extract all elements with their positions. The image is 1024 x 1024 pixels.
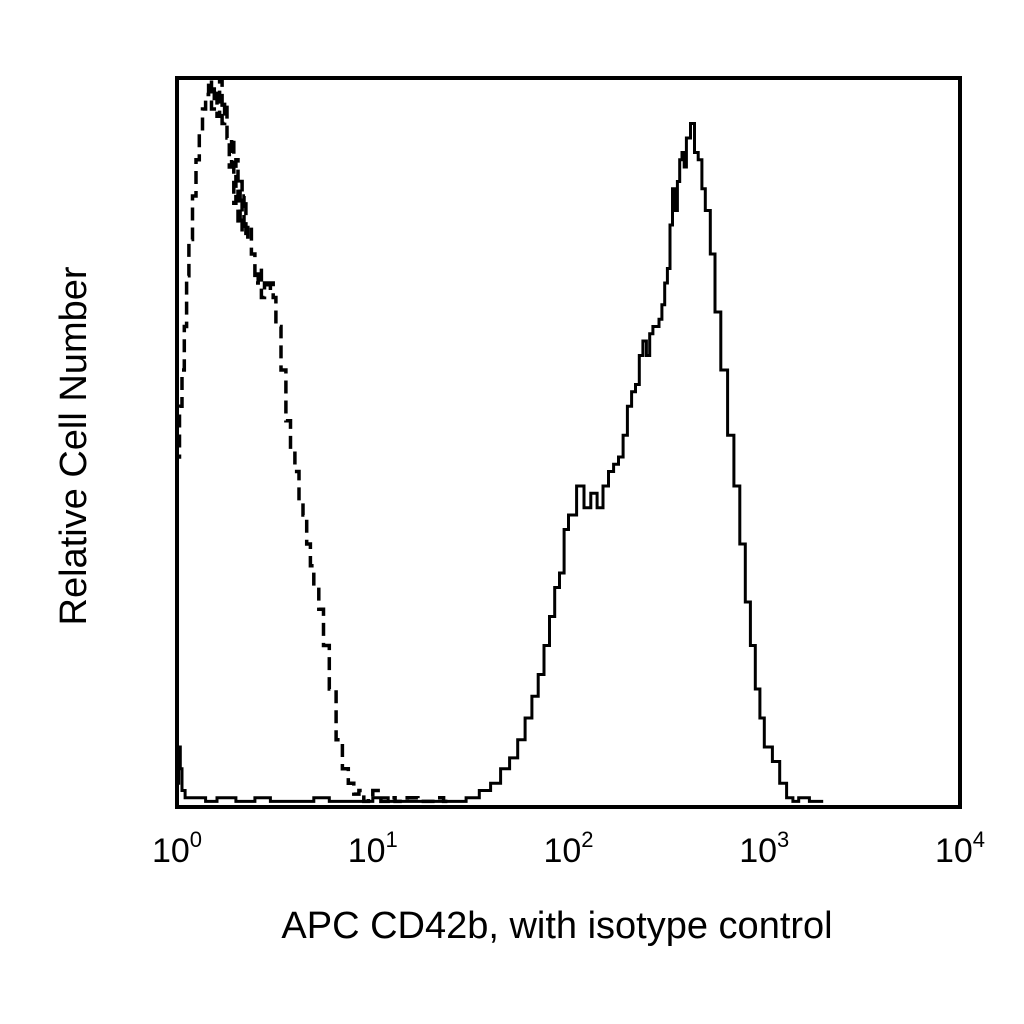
plot-frame (175, 76, 962, 809)
isotype-control-histogram (175, 78, 451, 805)
cd42b-histogram (175, 122, 824, 805)
x-tick-label: 103 (739, 827, 789, 870)
x-tick-label: 102 (543, 827, 593, 870)
x-axis-ticks: 100 101 102 103 104 (152, 827, 985, 870)
y-axis-label: Relative Cell Number (53, 266, 95, 625)
x-axis-label: APC CD42b, with isotype control (281, 905, 832, 947)
series-layer (175, 78, 824, 805)
x-tick-label: 104 (935, 827, 985, 870)
x-tick-label: 100 (152, 827, 202, 870)
x-tick-label: 101 (348, 827, 398, 870)
